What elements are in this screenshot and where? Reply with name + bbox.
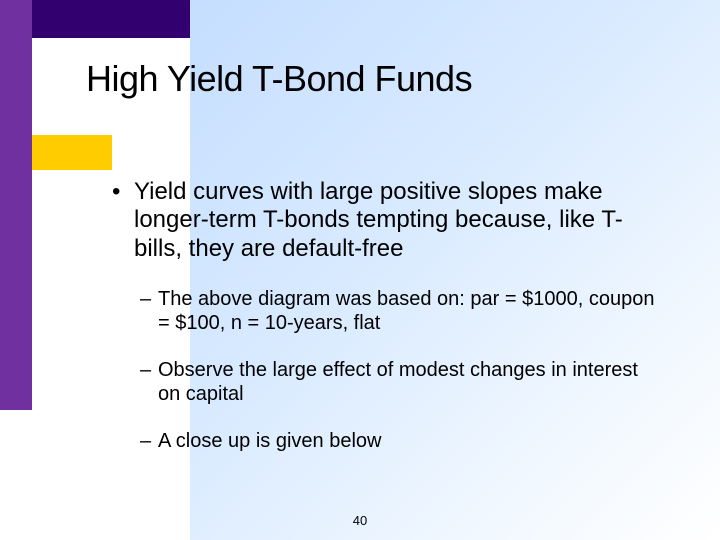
sub-bullet-item: – Observe the large effect of modest cha… [140,358,660,407]
sub-bullet-text: Observe the large effect of modest chang… [158,358,660,407]
page-number: 40 [0,513,720,528]
sub-bullet-item: – A close up is given below [140,429,660,453]
bullet-text: Yield curves with large positive slopes … [134,178,660,263]
sub-bullet-marker: – [140,358,158,407]
bullet-item: • Yield curves with large positive slope… [112,178,660,263]
sub-bullet-marker: – [140,287,158,336]
slide-content: • Yield curves with large positive slope… [112,178,660,475]
slide-title: High Yield T-Bond Funds [86,58,472,100]
side-accent-bar [0,0,32,410]
sub-bullet-item: – The above diagram was based on: par = … [140,287,660,336]
yellow-accent-block [32,135,112,170]
sub-bullet-marker: – [140,429,158,453]
sub-bullet-text: The above diagram was based on: par = $1… [158,287,660,336]
bullet-marker: • [112,178,134,263]
sub-bullet-text: A close up is given below [158,429,381,453]
sub-bullet-list: – The above diagram was based on: par = … [140,287,660,453]
slide: High Yield T-Bond Funds • Yield curves w… [0,0,720,540]
